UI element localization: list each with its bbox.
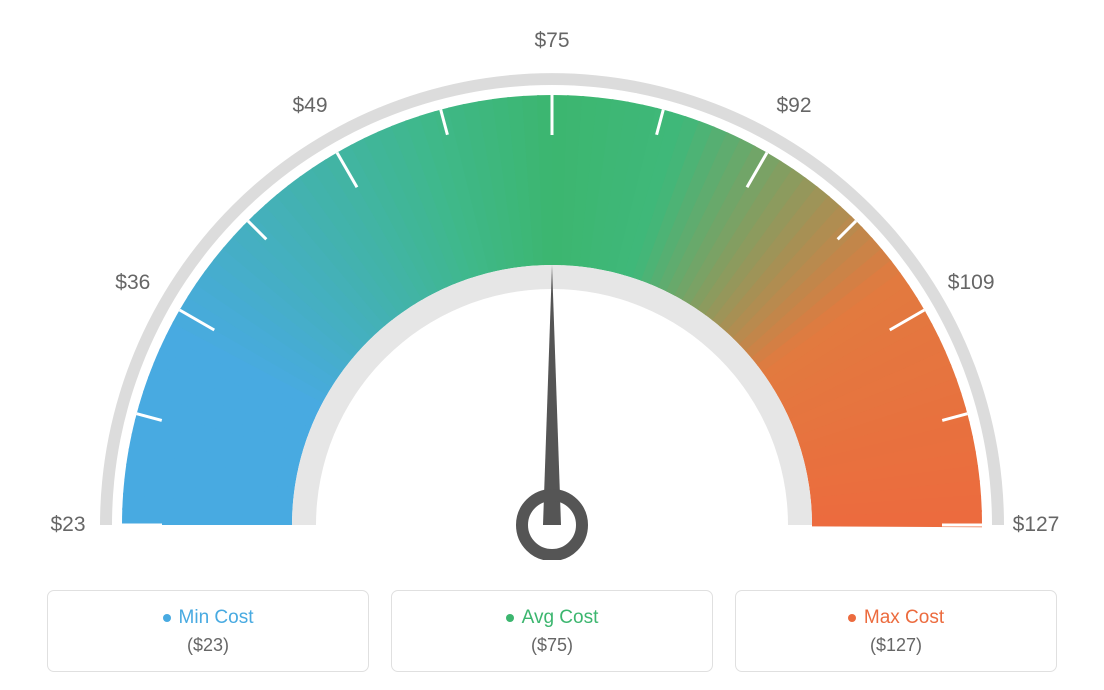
gauge-tick-label: $109 (948, 271, 995, 295)
gauge-tick-label: $127 (1013, 513, 1060, 537)
legend-row: Min Cost ($23) Avg Cost ($75) Max Cost (… (0, 590, 1104, 672)
gauge-tick-label: $23 (50, 513, 85, 537)
gauge-tick-label: $75 (534, 29, 569, 53)
gauge-tick-label: $36 (115, 271, 150, 295)
legend-title-avg: Avg Cost (506, 607, 599, 629)
gauge-tick-label: $49 (292, 94, 327, 118)
gauge-tick-label: $92 (776, 94, 811, 118)
gauge-needle (543, 265, 561, 525)
legend-title-max: Max Cost (848, 607, 944, 629)
legend-dot-max (848, 614, 856, 622)
legend-label-avg: Avg Cost (522, 607, 599, 629)
legend-card-avg: Avg Cost ($75) (391, 590, 713, 672)
legend-title-min: Min Cost (163, 607, 254, 629)
legend-label-max: Max Cost (864, 607, 944, 629)
gauge-chart: $23 $36 $49 $75 $92 $109 $127 (0, 0, 1104, 560)
legend-dot-min (163, 614, 171, 622)
legend-card-min: Min Cost ($23) (47, 590, 369, 672)
legend-card-max: Max Cost ($127) (735, 590, 1057, 672)
legend-dot-avg (506, 614, 514, 622)
legend-value-avg: ($75) (531, 635, 573, 656)
legend-value-max: ($127) (870, 635, 922, 656)
legend-value-min: ($23) (187, 635, 229, 656)
legend-label-min: Min Cost (179, 607, 254, 629)
gauge-svg (0, 0, 1104, 560)
